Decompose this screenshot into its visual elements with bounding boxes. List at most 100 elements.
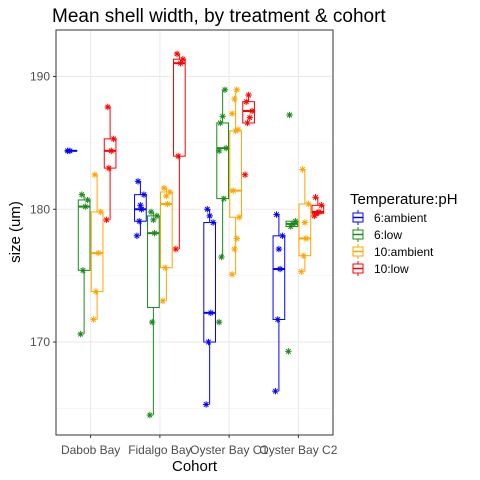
data-point <box>246 114 253 121</box>
point-stroke <box>105 104 111 110</box>
point-stroke <box>234 235 240 242</box>
legend-key <box>352 261 364 276</box>
point-stroke <box>301 253 307 259</box>
legend-label: 6:low <box>374 228 402 242</box>
point-stroke <box>160 298 166 304</box>
data-point <box>274 316 281 323</box>
point-stroke <box>137 202 144 208</box>
box-6-low-1 <box>146 208 161 419</box>
point-stroke <box>134 233 140 239</box>
data-point <box>215 147 223 155</box>
legend-label: 10:low <box>374 262 409 276</box>
box-body <box>242 101 255 124</box>
data-point <box>161 264 169 271</box>
box-body <box>147 215 160 309</box>
plot-border <box>55 29 334 436</box>
data-point <box>315 208 323 216</box>
point-stroke <box>80 267 86 273</box>
chart-title: Mean shell width, by treatment & cohort <box>52 6 386 27</box>
x-tick-label: Fidalgo Bay <box>128 443 191 457</box>
point-stroke <box>141 192 147 198</box>
data-point <box>133 232 141 240</box>
box-6-ambient-0 <box>64 147 78 155</box>
box-10-ambient-0 <box>90 171 104 323</box>
point-stroke <box>217 120 223 126</box>
x-tick-label: Dabob Bay <box>61 443 120 457</box>
point-stroke <box>85 197 91 203</box>
box-6-ambient-1 <box>133 178 148 240</box>
data-point <box>79 267 87 274</box>
data-point <box>285 348 292 355</box>
box-6-low-0 <box>77 191 91 338</box>
data-point <box>205 338 212 346</box>
data-point <box>95 249 102 257</box>
data-point <box>90 316 97 323</box>
data-point <box>217 119 224 127</box>
point-stroke <box>110 136 117 142</box>
point-stroke <box>208 310 214 316</box>
point-stroke <box>292 218 299 224</box>
point-stroke <box>286 112 293 118</box>
data-point <box>77 330 84 338</box>
data-point <box>149 318 156 326</box>
data-point <box>137 202 144 209</box>
box-10-low-1 <box>172 50 187 253</box>
point-stroke <box>247 115 253 121</box>
legend-label: 6:ambient <box>374 211 427 225</box>
point-stroke <box>203 401 209 408</box>
data-point <box>245 91 252 99</box>
point-stroke <box>275 316 281 323</box>
data-point <box>233 235 240 242</box>
point-stroke <box>243 99 249 105</box>
point-stroke <box>138 206 145 212</box>
data-point <box>273 211 280 218</box>
data-point <box>276 265 284 273</box>
data-point <box>312 194 319 201</box>
point-stroke <box>244 120 251 126</box>
data-point <box>92 288 100 295</box>
data-point <box>134 178 142 185</box>
box-body <box>203 222 216 343</box>
point-stroke <box>318 202 324 208</box>
data-point <box>301 219 309 226</box>
point-stroke <box>207 213 213 219</box>
point-stroke <box>231 96 238 102</box>
point-stroke <box>148 209 154 215</box>
point-stroke <box>272 388 279 394</box>
box-10-ambient-3 <box>298 166 312 275</box>
point-stroke <box>230 188 236 194</box>
point-stroke <box>106 165 112 171</box>
data-point <box>231 245 238 253</box>
point-stroke <box>216 319 222 325</box>
point-stroke <box>163 193 169 199</box>
data-point <box>233 86 240 93</box>
data-point <box>103 216 110 224</box>
data-point <box>228 110 236 117</box>
data-point <box>243 98 250 105</box>
point-stroke <box>223 145 229 151</box>
point-stroke <box>92 172 98 178</box>
point-stroke <box>67 148 73 154</box>
data-point <box>215 318 223 326</box>
data-point <box>104 103 111 111</box>
data-point <box>91 171 98 178</box>
data-point <box>221 86 229 93</box>
point-stroke <box>249 108 255 114</box>
point-stroke <box>90 316 97 323</box>
data-point <box>228 271 236 278</box>
point-stroke <box>149 319 155 325</box>
legend-title: Temperature:pH <box>350 191 458 208</box>
data-point <box>174 152 182 160</box>
point-stroke <box>79 192 85 198</box>
box-6-ambient-3 <box>272 211 286 395</box>
point-stroke <box>221 196 227 202</box>
y-axis: 170 180 190 <box>30 69 56 349</box>
box-10-ambient-1 <box>159 184 174 305</box>
data-point <box>147 208 155 216</box>
point-stroke <box>204 206 210 212</box>
data-point <box>279 232 286 240</box>
point-stroke <box>218 254 225 260</box>
point-stroke <box>205 339 212 345</box>
data-point <box>66 147 74 155</box>
